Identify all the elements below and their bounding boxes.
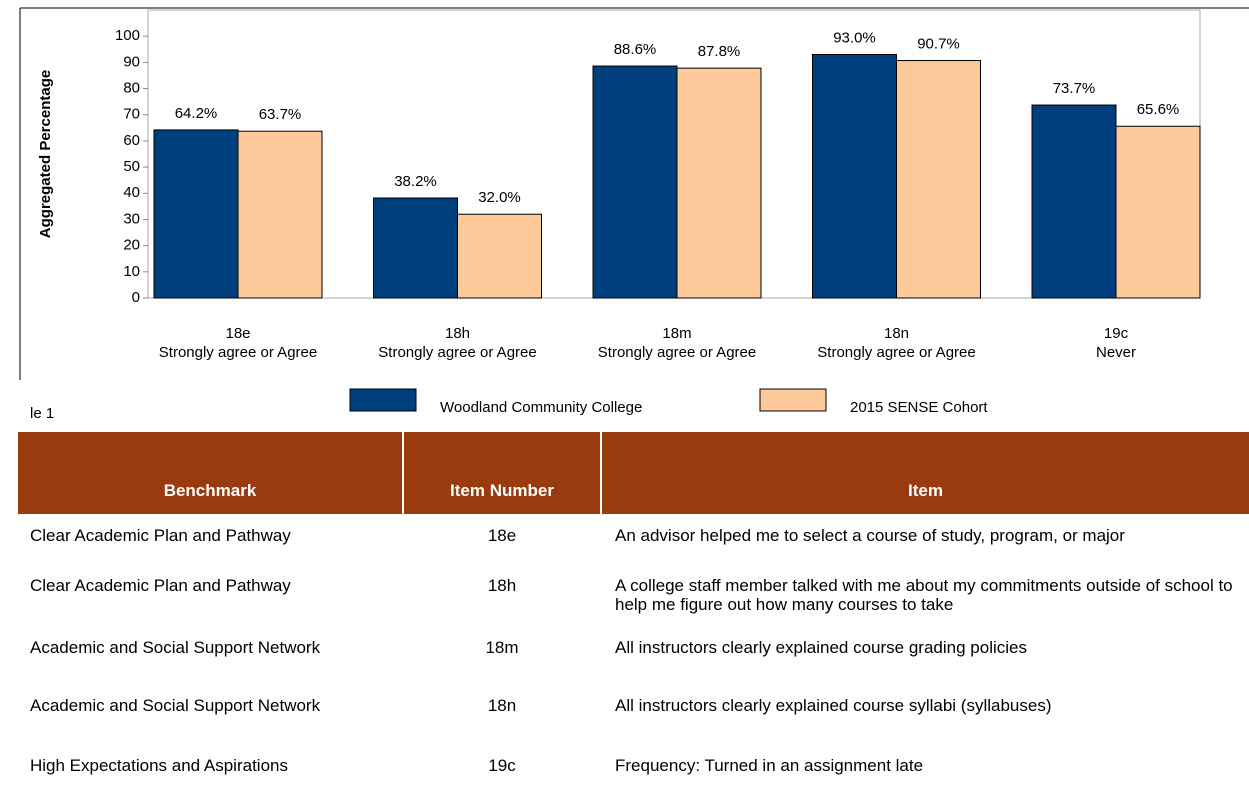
cell: Academic and Social Support Network: [30, 638, 321, 657]
bar: [237, 130, 323, 299]
bar: [896, 60, 981, 299]
y-tick-label: 20: [123, 237, 140, 254]
x-tick-label: 18n: [884, 325, 909, 342]
x-tick-label: 18h: [445, 325, 470, 342]
value-label: 87.8%: [698, 43, 741, 60]
y-tick-label: 70: [123, 106, 140, 123]
row: Academic and Social Support Network 18m Al…: [18, 626, 1249, 684]
bar: [153, 129, 239, 299]
x-tick-label: 18m: [662, 325, 691, 342]
bar: [373, 197, 458, 299]
cell: An advisor helped me to select a course …: [615, 526, 1125, 545]
bar: [1115, 125, 1201, 299]
y-tick-label: 0: [132, 289, 140, 306]
cell: Clear Academic Plan and Pathway: [30, 526, 291, 545]
header-cell: Item Number: [402, 432, 601, 514]
y-tick-label: 50: [123, 158, 140, 175]
cell: Academic and Social Support Network: [30, 696, 321, 715]
x-tick-description: Strongly agree or Agree: [598, 344, 756, 361]
value-label: 90.7%: [917, 35, 960, 52]
y-tick-label: 100: [115, 27, 140, 44]
bar: [1031, 104, 1117, 299]
y-tick-label: 90: [123, 53, 140, 70]
x-tick-label: 19c: [1104, 325, 1129, 342]
cell: High Expectations and Aspirations: [30, 756, 288, 775]
row: Academic and Social Support Network 18n Al…: [18, 684, 1249, 744]
y-axis-label: Aggregated Percentage: [37, 70, 54, 238]
cell: Clear Academic Plan and Pathway: [30, 576, 291, 595]
cell: Frequency: Turned in an assignment late: [615, 756, 924, 775]
legend-swatch: [349, 388, 417, 412]
cell: 19c: [488, 756, 516, 775]
cell: 18h: [487, 576, 517, 595]
legend-label: 2015 SENSE Cohort: [850, 399, 988, 416]
bar: [676, 67, 762, 299]
header-row: Benchmark Item Number Item: [18, 432, 1249, 514]
value-label: 73.7%: [1053, 80, 1096, 97]
cell: A college staff member talked with me ab…: [615, 576, 1233, 614]
row: High Expectations and Aspirations 19c Freq…: [18, 744, 1249, 795]
x-tick-label: 18e: [225, 325, 250, 342]
y-tick-label: 40: [123, 184, 140, 201]
cell: 18e: [487, 526, 517, 545]
cell: All instructors clearly explained course…: [615, 696, 1052, 715]
value-label: 65.6%: [1137, 101, 1180, 118]
value-label: 63.7%: [259, 106, 302, 123]
row: Clear Academic Plan and Pathway 18e An adv…: [18, 514, 1249, 564]
x-tick-description: Strongly agree or Agree: [159, 344, 317, 361]
x-tick-description: Strongly agree or Agree: [378, 344, 536, 361]
caption: le 1: [30, 405, 55, 422]
cell: 18m: [485, 638, 519, 657]
value-label: 88.6%: [614, 41, 657, 58]
cell: All instructors clearly explained course…: [615, 638, 1027, 657]
value-label: 38.2%: [394, 173, 437, 190]
y-tick-label: 10: [123, 263, 140, 280]
value-label: 93.0%: [833, 29, 876, 46]
table: Benchmark Item Number Item Clear Academic …: [18, 432, 1249, 795]
legend-swatch: [759, 388, 827, 412]
y-tick-label: 60: [123, 132, 140, 149]
value-label: 64.2%: [175, 105, 218, 122]
x-tick-description: Strongly agree or Agree: [817, 344, 975, 361]
x-tick-description: Never: [1096, 344, 1136, 361]
row: Clear Academic Plan and Pathway 18h A coll…: [18, 564, 1249, 626]
chart: Aggregated Percentage 0 10 20 30 40 50 60 70 80 9…: [19, 7, 1249, 416]
cell: 18n: [487, 696, 517, 715]
header-cell: Benchmark: [18, 432, 403, 514]
y-tick-label: 30: [123, 210, 140, 227]
bar: [812, 54, 897, 299]
legend-label: Woodland Community College: [440, 399, 642, 416]
value-label: 32.0%: [478, 189, 521, 206]
y-tick-label: 80: [123, 80, 140, 97]
header-cell: Item: [600, 432, 1249, 514]
bar: [457, 213, 542, 299]
bar: [592, 65, 678, 299]
